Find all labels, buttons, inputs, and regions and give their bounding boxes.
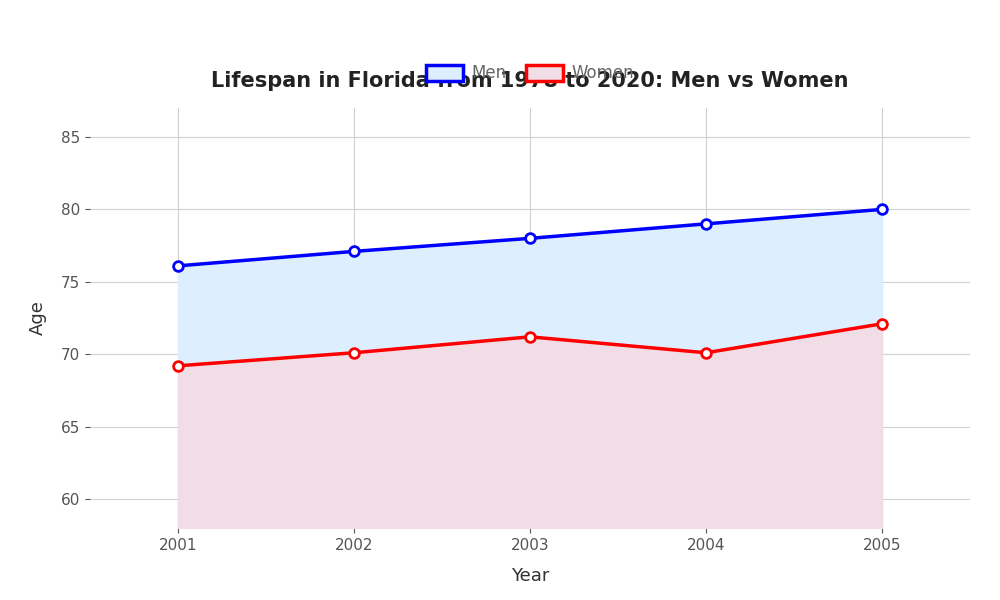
Title: Lifespan in Florida from 1978 to 2020: Men vs Women: Lifespan in Florida from 1978 to 2020: M… [211, 71, 849, 91]
X-axis label: Year: Year [511, 566, 549, 584]
Legend: Men, Women: Men, Women [419, 58, 641, 89]
Y-axis label: Age: Age [29, 301, 47, 335]
